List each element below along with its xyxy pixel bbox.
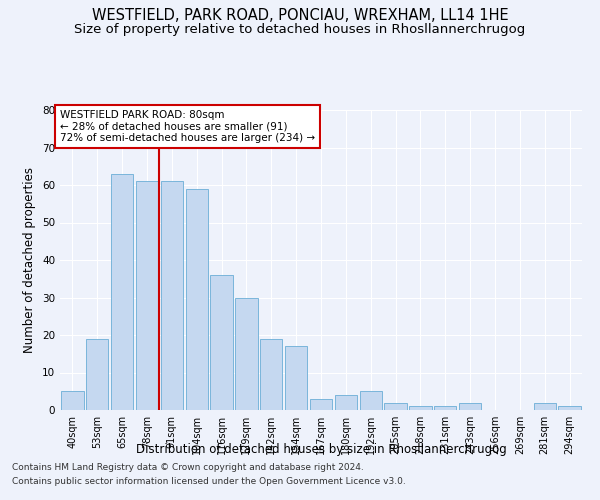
- Bar: [459, 402, 481, 410]
- Text: Distribution of detached houses by size in Rhosllannerchrugog: Distribution of detached houses by size …: [136, 442, 506, 456]
- Bar: [559, 406, 581, 410]
- Bar: [185, 188, 208, 410]
- Bar: [335, 395, 357, 410]
- Bar: [111, 174, 133, 410]
- Bar: [434, 406, 457, 410]
- Text: WESTFIELD PARK ROAD: 80sqm
← 28% of detached houses are smaller (91)
72% of semi: WESTFIELD PARK ROAD: 80sqm ← 28% of deta…: [60, 110, 315, 143]
- Bar: [533, 402, 556, 410]
- Bar: [211, 275, 233, 410]
- Text: Contains HM Land Registry data © Crown copyright and database right 2024.: Contains HM Land Registry data © Crown c…: [12, 464, 364, 472]
- Bar: [409, 406, 431, 410]
- Text: Size of property relative to detached houses in Rhosllannerchrugog: Size of property relative to detached ho…: [74, 22, 526, 36]
- Y-axis label: Number of detached properties: Number of detached properties: [23, 167, 37, 353]
- Bar: [235, 298, 257, 410]
- Bar: [86, 339, 109, 410]
- Text: WESTFIELD, PARK ROAD, PONCIAU, WREXHAM, LL14 1HE: WESTFIELD, PARK ROAD, PONCIAU, WREXHAM, …: [92, 8, 508, 22]
- Bar: [260, 339, 283, 410]
- Bar: [61, 391, 83, 410]
- Bar: [285, 346, 307, 410]
- Text: Contains public sector information licensed under the Open Government Licence v3: Contains public sector information licen…: [12, 477, 406, 486]
- Bar: [161, 181, 183, 410]
- Bar: [385, 402, 407, 410]
- Bar: [359, 391, 382, 410]
- Bar: [310, 399, 332, 410]
- Bar: [136, 181, 158, 410]
